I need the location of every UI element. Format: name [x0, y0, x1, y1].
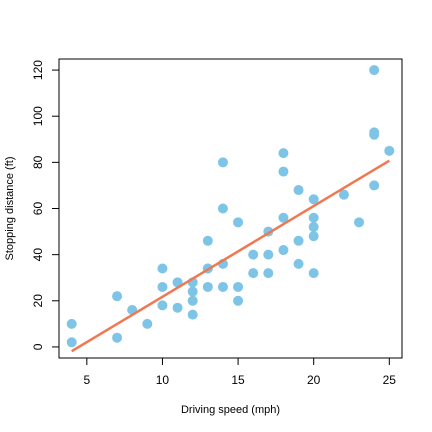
x-axis: 5 10 15 20 25 [83, 357, 397, 387]
data-point [369, 180, 380, 191]
y-tick-label: 20 [31, 294, 45, 308]
data-point [278, 148, 289, 159]
data-point [157, 281, 168, 292]
x-tick-label: 10 [156, 373, 170, 387]
x-tick-label: 5 [83, 373, 90, 387]
y-tick-label: 60 [31, 202, 45, 216]
y-axis: 0 20 40 60 80 100 120 [31, 60, 60, 350]
y-tick-label: 120 [31, 60, 45, 80]
data-point [338, 189, 349, 200]
data-point [112, 332, 123, 343]
data-point [278, 212, 289, 223]
data-point [293, 185, 304, 196]
data-point [66, 337, 77, 348]
x-tick-label: 20 [307, 373, 321, 387]
y-tick-label: 80 [31, 155, 45, 169]
data-point [384, 145, 395, 156]
x-axis-title: Driving speed (mph) [181, 404, 280, 416]
data-point [263, 268, 274, 279]
y-tick-label: 40 [31, 248, 45, 262]
data-point [263, 249, 274, 260]
y-axis-title: Stopping distance (ft) [4, 157, 16, 261]
data-point [187, 286, 198, 297]
data-point [217, 281, 228, 292]
data-point [278, 166, 289, 177]
data-point [369, 127, 380, 138]
data-point [233, 295, 244, 306]
y-tick-label: 100 [31, 106, 45, 126]
data-point [293, 235, 304, 246]
data-point [202, 281, 213, 292]
data-point [354, 217, 365, 228]
data-point [308, 221, 319, 232]
data-points [66, 65, 395, 348]
data-point [308, 194, 319, 205]
y-tick-label: 0 [31, 343, 45, 350]
data-point [233, 217, 244, 228]
x-tick-label: 25 [383, 373, 397, 387]
data-point [308, 212, 319, 223]
data-point [217, 203, 228, 214]
plot-frame [58, 58, 403, 359]
data-point [66, 318, 77, 329]
data-point [142, 318, 153, 329]
data-point [157, 300, 168, 311]
data-point [248, 268, 259, 279]
data-point [369, 65, 380, 76]
data-point [187, 295, 198, 306]
data-point [112, 291, 123, 302]
data-point [157, 263, 168, 274]
data-point [248, 249, 259, 260]
data-point [308, 231, 319, 242]
data-point [233, 281, 244, 292]
data-point [187, 309, 198, 320]
data-point [293, 258, 304, 269]
data-point [217, 157, 228, 168]
data-point [172, 302, 183, 313]
data-point [202, 235, 213, 246]
data-point [278, 245, 289, 256]
x-tick-label: 15 [231, 373, 245, 387]
regression-line [71, 159, 390, 353]
data-point [308, 268, 319, 279]
